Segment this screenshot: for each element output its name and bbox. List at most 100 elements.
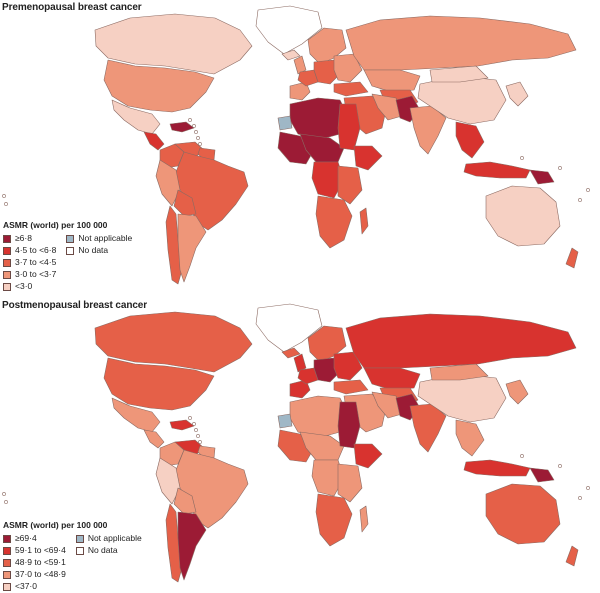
region-iran xyxy=(371,93,403,121)
region-chile xyxy=(165,503,183,583)
premenopausal-map-panel: Premenopausal breast cancer ASMR (world)… xyxy=(0,0,600,295)
legend-item: 3·0 to <3·7 xyxy=(3,269,56,280)
legend-swatch xyxy=(3,570,11,579)
region-new-zealand xyxy=(565,247,579,269)
legend-label: Not applicable xyxy=(87,533,142,543)
legend-swatch xyxy=(3,282,11,291)
legend-title: ASMR (world) per 100 000 xyxy=(3,520,108,530)
legend-swatch xyxy=(3,258,11,267)
region-france xyxy=(297,367,319,385)
region-horn-of-africa xyxy=(353,145,383,171)
region-east-africa xyxy=(337,165,363,205)
region-mongolia xyxy=(429,363,489,381)
region-iceland xyxy=(281,347,301,359)
legend-item: ≥6·8 xyxy=(3,233,56,244)
legend-rate-categories: ≥6·8 4·5 to <6·8 3·7 to <4·5 3·0 to <3·7… xyxy=(3,233,56,292)
region-greenland xyxy=(255,303,323,353)
legend-swatch xyxy=(3,546,11,555)
region-caribbean xyxy=(169,121,195,133)
region-indonesia xyxy=(463,161,531,179)
region-russia xyxy=(345,15,577,71)
region-peru xyxy=(155,159,181,207)
region-korea-japan xyxy=(505,379,529,405)
region-madagascar xyxy=(359,207,369,235)
postmenopausal-world-map xyxy=(2,303,590,583)
premenopausal-world-map xyxy=(2,5,590,285)
region-mongolia xyxy=(429,65,489,83)
region-western-sahara xyxy=(277,413,293,429)
legend-special-categories: Not applicable No data xyxy=(66,233,132,292)
legend-special-categories: Not applicable No data xyxy=(75,533,142,592)
legend-label: ≥69·4 xyxy=(15,533,37,543)
legend-label: Not applicable xyxy=(78,233,133,243)
postmenopausal-legend: ASMR (world) per 100 000 ≥69·4 59·1 to <… xyxy=(3,520,142,592)
region-new-zealand xyxy=(565,545,579,567)
region-png xyxy=(529,169,555,185)
region-central-america xyxy=(143,429,165,449)
legend-swatch xyxy=(3,534,11,543)
legend-item: ≥69·4 xyxy=(3,533,66,544)
legend-label: No data xyxy=(87,545,118,555)
region-central-africa xyxy=(311,161,345,199)
region-egypt-sudan xyxy=(337,103,361,151)
region-uk xyxy=(293,353,307,373)
region-western-sahara xyxy=(277,115,293,131)
region-turkey xyxy=(333,379,369,395)
region-scandinavia xyxy=(307,325,347,363)
region-horn-of-africa xyxy=(353,443,383,469)
region-central-america xyxy=(143,131,165,151)
region-turkey xyxy=(333,81,369,97)
region-bolivia xyxy=(173,189,197,217)
region-west-africa xyxy=(277,131,315,165)
legend-label: <3·0 xyxy=(15,281,33,291)
region-greenland xyxy=(255,5,323,55)
legend-swatch xyxy=(3,246,11,255)
legend-swatch xyxy=(66,246,75,255)
premenopausal-legend: ASMR (world) per 100 000 ≥6·8 4·5 to <6·… xyxy=(3,220,132,292)
region-iran xyxy=(371,391,403,419)
region-central-africa xyxy=(311,459,345,497)
premenopausal-map-title: Premenopausal breast cancer xyxy=(2,2,142,13)
postmenopausal-map-panel: Postmenopausal breast cancer ASMR (world… xyxy=(0,298,600,593)
region-scandinavia xyxy=(307,27,347,65)
region-iceland xyxy=(281,49,301,61)
legend-item: 4·5 to <6·8 xyxy=(3,245,56,256)
legend-label: 3·7 to <4·5 xyxy=(15,257,57,267)
legend-rate-categories: ≥69·4 59·1 to <69·4 48·9 to <59·1 37·0 t… xyxy=(3,533,66,592)
legend-title: ASMR (world) per 100 000 xyxy=(3,220,108,230)
legend-label: ≥6·8 xyxy=(15,233,32,243)
legend-swatch xyxy=(3,582,11,591)
region-southeast-asia xyxy=(455,121,485,159)
region-chile xyxy=(165,205,183,285)
region-east-africa xyxy=(337,463,363,503)
legend-label: 4·5 to <6·8 xyxy=(15,245,57,255)
postmenopausal-map-title: Postmenopausal breast cancer xyxy=(2,300,148,311)
region-kazakhstan xyxy=(363,367,421,391)
legend-item: 3·7 to <4·5 xyxy=(3,257,56,268)
legend-swatch xyxy=(66,234,75,243)
legend-item: No data xyxy=(75,545,142,556)
region-bolivia xyxy=(173,487,197,515)
small-island-markers xyxy=(2,416,590,504)
legend-item: <37·0 xyxy=(3,581,66,592)
legend-label: 37·0 to <48·9 xyxy=(15,569,66,579)
region-korea-japan xyxy=(505,81,529,107)
legend-label: No data xyxy=(78,245,109,255)
legend-swatch xyxy=(75,534,84,543)
region-canada xyxy=(94,311,253,373)
small-island-markers xyxy=(2,118,590,206)
region-canada xyxy=(94,13,253,75)
region-france xyxy=(297,69,319,87)
region-png xyxy=(529,467,555,483)
legend-swatch xyxy=(3,558,11,567)
region-russia xyxy=(345,313,577,369)
region-southern-africa xyxy=(315,493,353,547)
legend-item: No data xyxy=(66,245,132,256)
legend-item: 59·1 to <69·4 xyxy=(3,545,66,556)
region-usa xyxy=(103,59,215,113)
region-egypt-sudan xyxy=(337,401,361,449)
region-peru xyxy=(155,457,181,505)
region-uk xyxy=(293,55,307,75)
legend-label: 59·1 to <69·4 xyxy=(15,545,66,555)
legend-item: Not applicable xyxy=(75,533,142,544)
